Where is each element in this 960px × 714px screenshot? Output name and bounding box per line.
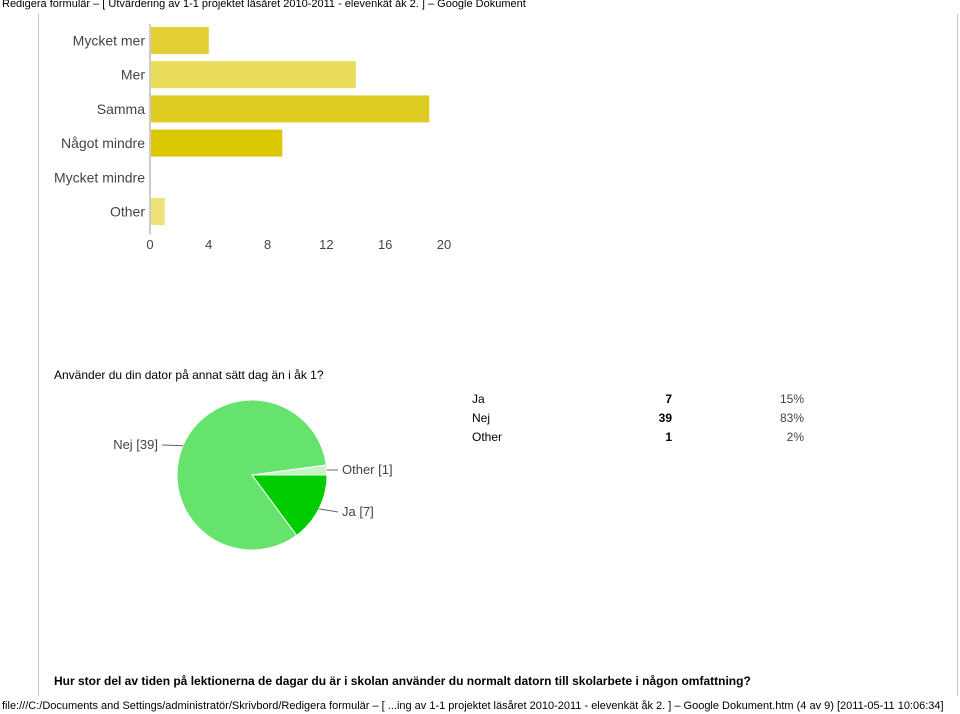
summary-row: Nej 39 83% (472, 408, 804, 427)
pie-slice (251, 474, 328, 537)
callout-label: Ja [7] (342, 504, 374, 519)
summary-row: Ja 7 15% (472, 389, 804, 408)
summary-count: 1 (665, 429, 672, 444)
category-label: Något mindre (61, 135, 145, 151)
x-tick-label: 20 (437, 237, 451, 252)
callout-label: Other [1] (342, 462, 393, 477)
bar-chart: Mycket mer Mer Samma Något mindre Mycket min… (54, 24, 451, 252)
bar (151, 129, 283, 157)
summary-label: Ja (472, 391, 485, 406)
bar (151, 95, 430, 123)
category-label: Mycket mindre (54, 169, 145, 185)
summary-percent: 83% (779, 410, 804, 425)
left-divider (38, 14, 39, 696)
category-label: Samma (97, 101, 145, 117)
summary-row: Other 1 2% (472, 427, 804, 446)
bar (151, 61, 356, 89)
x-tick-label: 0 (146, 237, 153, 252)
pie-slice (176, 399, 327, 551)
callout-line (161, 444, 183, 447)
question-2-title: Hur stor del av tiden på lektionerna de … (54, 674, 751, 688)
print-footer: file:///C:/Documents and Settings/admini… (2, 700, 944, 712)
question-1-title: Använder du din dator på annat sätt dag … (54, 368, 324, 382)
summary-percent: 15% (779, 391, 804, 406)
summary-count: 7 (665, 391, 672, 406)
bar (151, 198, 165, 225)
right-divider (957, 14, 958, 696)
callout-line (318, 508, 339, 513)
summary-label: Nej (472, 410, 491, 425)
print-header: Redigera formulär – [ Utvärdering av 1-1… (2, 0, 526, 10)
x-tick-label: 8 (264, 237, 271, 252)
bar (151, 27, 209, 54)
summary-count: 39 (658, 410, 672, 425)
summary-percent: 2% (786, 429, 804, 444)
summary-label: Other (472, 429, 503, 444)
x-tick-label: 16 (378, 237, 392, 252)
category-label: Other (110, 204, 145, 220)
category-label: Mycket mer (73, 33, 146, 49)
x-tick-label: 12 (319, 237, 333, 252)
x-tick-label: 4 (205, 237, 212, 252)
pie-chart: Ja [7] Nej [39] Other [1] (113, 399, 393, 551)
response-summary-table: Ja 7 15% Nej 39 83% Other 1 2% (472, 389, 804, 446)
callout-label: Nej [39] (113, 437, 158, 452)
category-label: Mer (121, 67, 145, 83)
